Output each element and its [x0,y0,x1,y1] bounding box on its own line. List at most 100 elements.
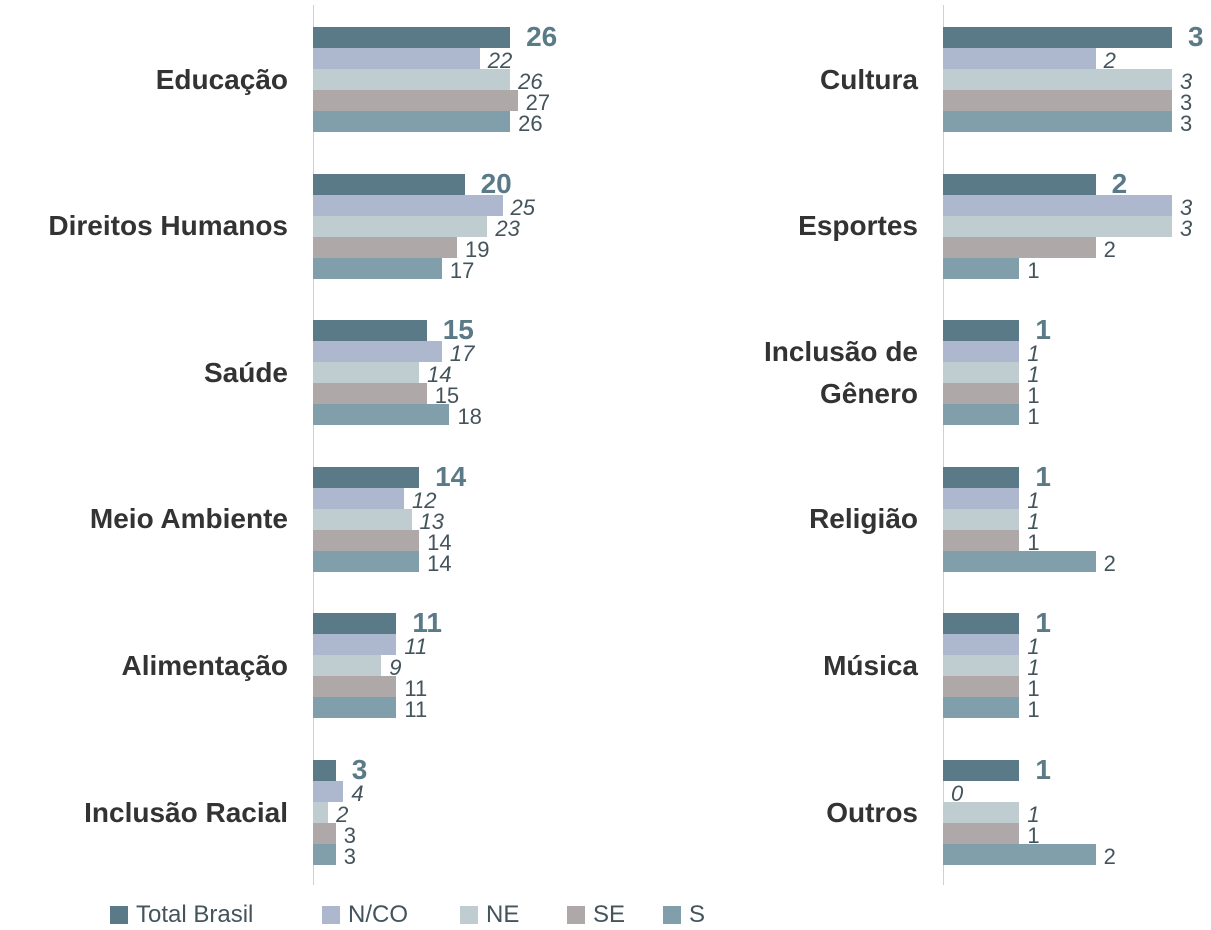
value-label: 1 [1027,802,1040,827]
bar [313,48,480,69]
legend-label: SE [593,901,626,928]
category-label: Cultura [820,63,918,95]
bar [943,697,1020,719]
legend-swatch [567,906,585,924]
value-label: 3 [1180,111,1193,136]
bar [313,404,450,426]
value-label: 1 [1035,460,1051,492]
bar [313,466,420,488]
bar [313,90,518,111]
value-label: 1 [1027,404,1040,430]
bar [313,236,458,258]
value-label: 2 [1103,550,1116,576]
value-label: 3 [1180,69,1193,94]
bar [313,676,397,698]
bar [943,404,1020,426]
bar [313,487,404,509]
value-label: 11 [404,676,428,702]
bar [313,362,420,384]
bar [943,362,1020,384]
legend-swatch [460,906,478,924]
bar [313,257,442,279]
bar [943,655,1020,677]
value-label: 27 [525,90,551,115]
value-label: 1 [1027,634,1040,660]
value-label: 3 [351,754,368,785]
bar [313,341,442,363]
value-label: 2 [336,802,349,827]
category-label: Inclusão Racial [84,796,288,828]
value-label: 14 [435,460,467,492]
value-label: 0 [951,781,964,806]
legend-label: N/CO [348,901,408,928]
value-label: 2 [1103,844,1116,869]
axis-line [943,5,944,885]
bar [313,69,511,90]
legend-swatch [322,906,340,924]
bar [943,823,1020,844]
value-label: 15 [434,383,460,409]
value-label: 25 [510,194,535,220]
value-label: 26 [518,69,543,94]
category-label: Outros [826,796,918,828]
legend-label: Total Brasil [136,901,254,928]
value-label: 1 [1027,823,1040,848]
value-label: 22 [487,48,513,73]
bar [943,487,1020,509]
bar [313,194,503,216]
value-label: 20 [480,167,512,199]
value-label: 3 [1180,194,1193,220]
bar [313,760,336,781]
value-label: 1 [1035,754,1051,785]
legend-swatch [663,906,681,924]
value-label: 14 [427,529,452,555]
bar [943,634,1020,656]
bar [313,111,511,132]
bar [943,676,1020,698]
value-label: 3 [343,823,356,848]
value-label: 18 [457,404,482,430]
bar [943,27,1172,48]
bar [943,466,1020,488]
value-label: 26 [526,21,558,52]
value-label: 3 [1180,90,1193,115]
value-label: 3 [343,844,356,869]
bar [943,613,1020,635]
category-label: Direitos Humanos [48,210,288,242]
value-label: 1 [1027,487,1040,513]
category-label: Saúde [203,356,288,388]
bar [943,48,1096,69]
bar [943,320,1020,342]
value-label: 1 [1027,383,1040,409]
bar [313,844,336,865]
bar [313,215,488,237]
category-label: Educação [155,63,288,95]
bar [943,802,1020,823]
value-label: 23 [495,215,520,241]
value-label: 17 [449,257,475,283]
value-label: 1 [1035,607,1051,639]
value-label: 3 [1188,21,1204,52]
bar [943,760,1020,781]
value-label: 1 [1027,508,1040,534]
bar [943,69,1172,90]
category-label: Alimentação [121,649,289,681]
value-label: 2 [1103,236,1116,262]
value-label: 15 [442,314,474,346]
bar [313,634,397,656]
bar [943,111,1172,132]
bar [943,341,1020,363]
value-label: 13 [419,508,445,534]
bar [943,194,1172,216]
value-label: 1 [1027,257,1040,283]
bar [313,802,329,823]
value-label: 1 [1027,362,1040,388]
bar [943,508,1020,530]
bar [943,844,1096,865]
bar [313,781,344,802]
legend-label: S [689,901,706,928]
bar [943,173,1096,195]
bar [943,215,1172,237]
bar [313,173,465,195]
